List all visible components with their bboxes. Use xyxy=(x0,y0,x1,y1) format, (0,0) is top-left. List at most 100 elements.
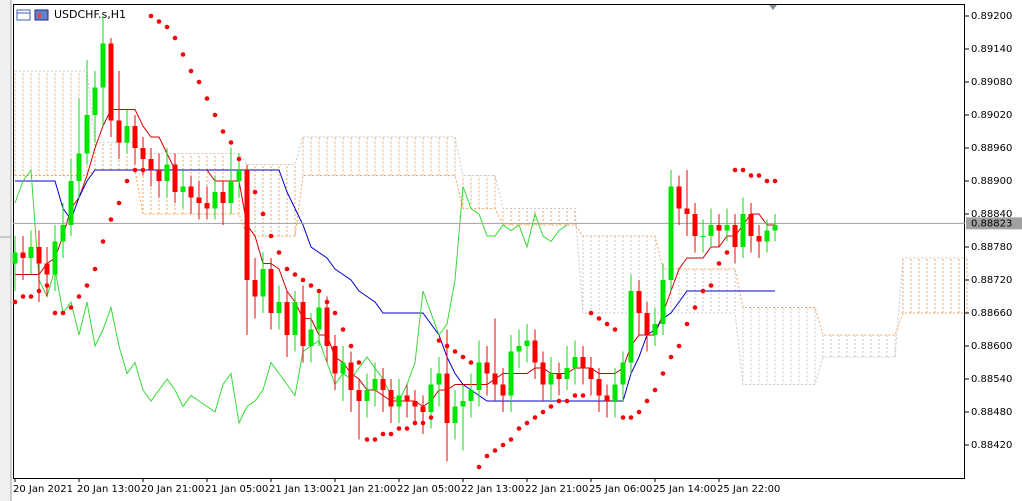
x-tick-label: 25 Jan 06:00 xyxy=(589,484,652,495)
sar-dot xyxy=(228,140,234,145)
y-tick-label: 0.88840 xyxy=(971,209,1012,220)
sar-dot xyxy=(612,327,618,332)
sar-dot xyxy=(156,19,162,24)
sar-dot xyxy=(404,426,410,431)
x-tick-label: 21 Jan 21:00 xyxy=(333,484,396,495)
candle-body xyxy=(172,164,178,192)
sar-dot xyxy=(428,415,434,420)
sar-dot xyxy=(100,239,106,244)
y-tick-label: 0.88420 xyxy=(971,440,1012,451)
candle-body xyxy=(100,43,106,88)
sar-dot xyxy=(172,35,178,41)
plot-frame xyxy=(13,4,965,479)
candle-body xyxy=(116,120,122,143)
candle-body xyxy=(500,384,506,396)
candle-body xyxy=(772,225,778,231)
sar-dot xyxy=(564,398,570,404)
sar-dot xyxy=(764,178,770,184)
sar-dot xyxy=(180,52,186,57)
sar-dot xyxy=(324,299,330,305)
sar-dot xyxy=(716,261,722,266)
candle-body xyxy=(404,395,410,401)
sar-dot xyxy=(532,415,538,420)
icon-window xyxy=(16,9,31,21)
candle-body xyxy=(220,192,226,203)
candle-body xyxy=(68,181,74,225)
candle-body xyxy=(724,225,730,231)
candle-body xyxy=(636,291,642,313)
sar-dot xyxy=(540,409,546,415)
candle-body xyxy=(652,324,658,335)
sar-dot xyxy=(580,393,586,398)
candle-body xyxy=(396,395,402,407)
sar-dot xyxy=(468,360,474,365)
candle-body xyxy=(460,401,466,407)
sar-dot xyxy=(772,178,778,184)
indicator-line xyxy=(14,168,568,425)
candle-body xyxy=(476,362,482,390)
sar-dot xyxy=(596,316,602,321)
candle-body xyxy=(236,170,242,181)
candle-body xyxy=(132,126,138,148)
candle-body xyxy=(260,269,266,297)
candle-body xyxy=(276,302,282,313)
sar-dot xyxy=(452,349,458,354)
sar-dot xyxy=(396,426,402,431)
sar-dot xyxy=(476,464,482,470)
sar-dot xyxy=(692,305,698,310)
sar-dot xyxy=(676,343,682,349)
sar-dot xyxy=(20,294,26,299)
title-icons xyxy=(16,9,49,21)
candle-body xyxy=(564,368,570,379)
candle-body xyxy=(596,379,602,396)
icon-chart xyxy=(34,9,49,21)
sar-dot xyxy=(292,272,298,277)
sar-dot xyxy=(388,431,394,437)
candle-body xyxy=(572,357,578,368)
candle-body xyxy=(516,346,522,352)
candle-body xyxy=(188,186,194,198)
candle-body xyxy=(380,379,386,390)
candle-body xyxy=(228,181,234,203)
sar-dot xyxy=(12,299,18,305)
sar-dot xyxy=(356,360,362,365)
shift-marker xyxy=(769,5,777,10)
candle-body xyxy=(644,313,650,335)
candle-body xyxy=(156,170,162,181)
sar-dot xyxy=(412,420,418,426)
sar-dot xyxy=(756,173,762,178)
candle-body xyxy=(332,346,338,374)
candle-body xyxy=(756,236,762,242)
indicator-line xyxy=(15,169,967,336)
sar-dot xyxy=(84,283,90,288)
sar-dot xyxy=(148,13,154,19)
candle-body xyxy=(324,307,330,346)
candle-body xyxy=(428,384,434,412)
candle-body xyxy=(20,252,26,258)
candle-body xyxy=(548,373,554,385)
sar-dot xyxy=(76,294,82,299)
candle-body xyxy=(268,269,274,313)
sar-dot xyxy=(604,321,610,327)
sar-dot xyxy=(436,338,442,343)
sar-dot xyxy=(236,156,242,162)
candle-body xyxy=(484,362,490,374)
sar-dot xyxy=(420,420,426,426)
candle-body xyxy=(412,401,418,407)
sar-dot xyxy=(516,426,522,431)
candle-body xyxy=(676,186,682,209)
sar-dot xyxy=(116,200,122,206)
candle-body xyxy=(316,307,322,330)
last-price-box xyxy=(966,217,1022,230)
sar-dot xyxy=(108,217,114,222)
x-tick-label: 20 Jan 2021 xyxy=(13,484,73,495)
y-tick-label: 0.89140 xyxy=(971,44,1012,55)
candle-body xyxy=(284,302,290,335)
candle-body xyxy=(580,357,586,368)
y-tick-label: 0.88780 xyxy=(971,242,1012,253)
candle-body xyxy=(12,252,18,264)
candle-body xyxy=(372,379,378,390)
candle-body xyxy=(748,214,754,236)
sar-dot xyxy=(740,167,746,173)
